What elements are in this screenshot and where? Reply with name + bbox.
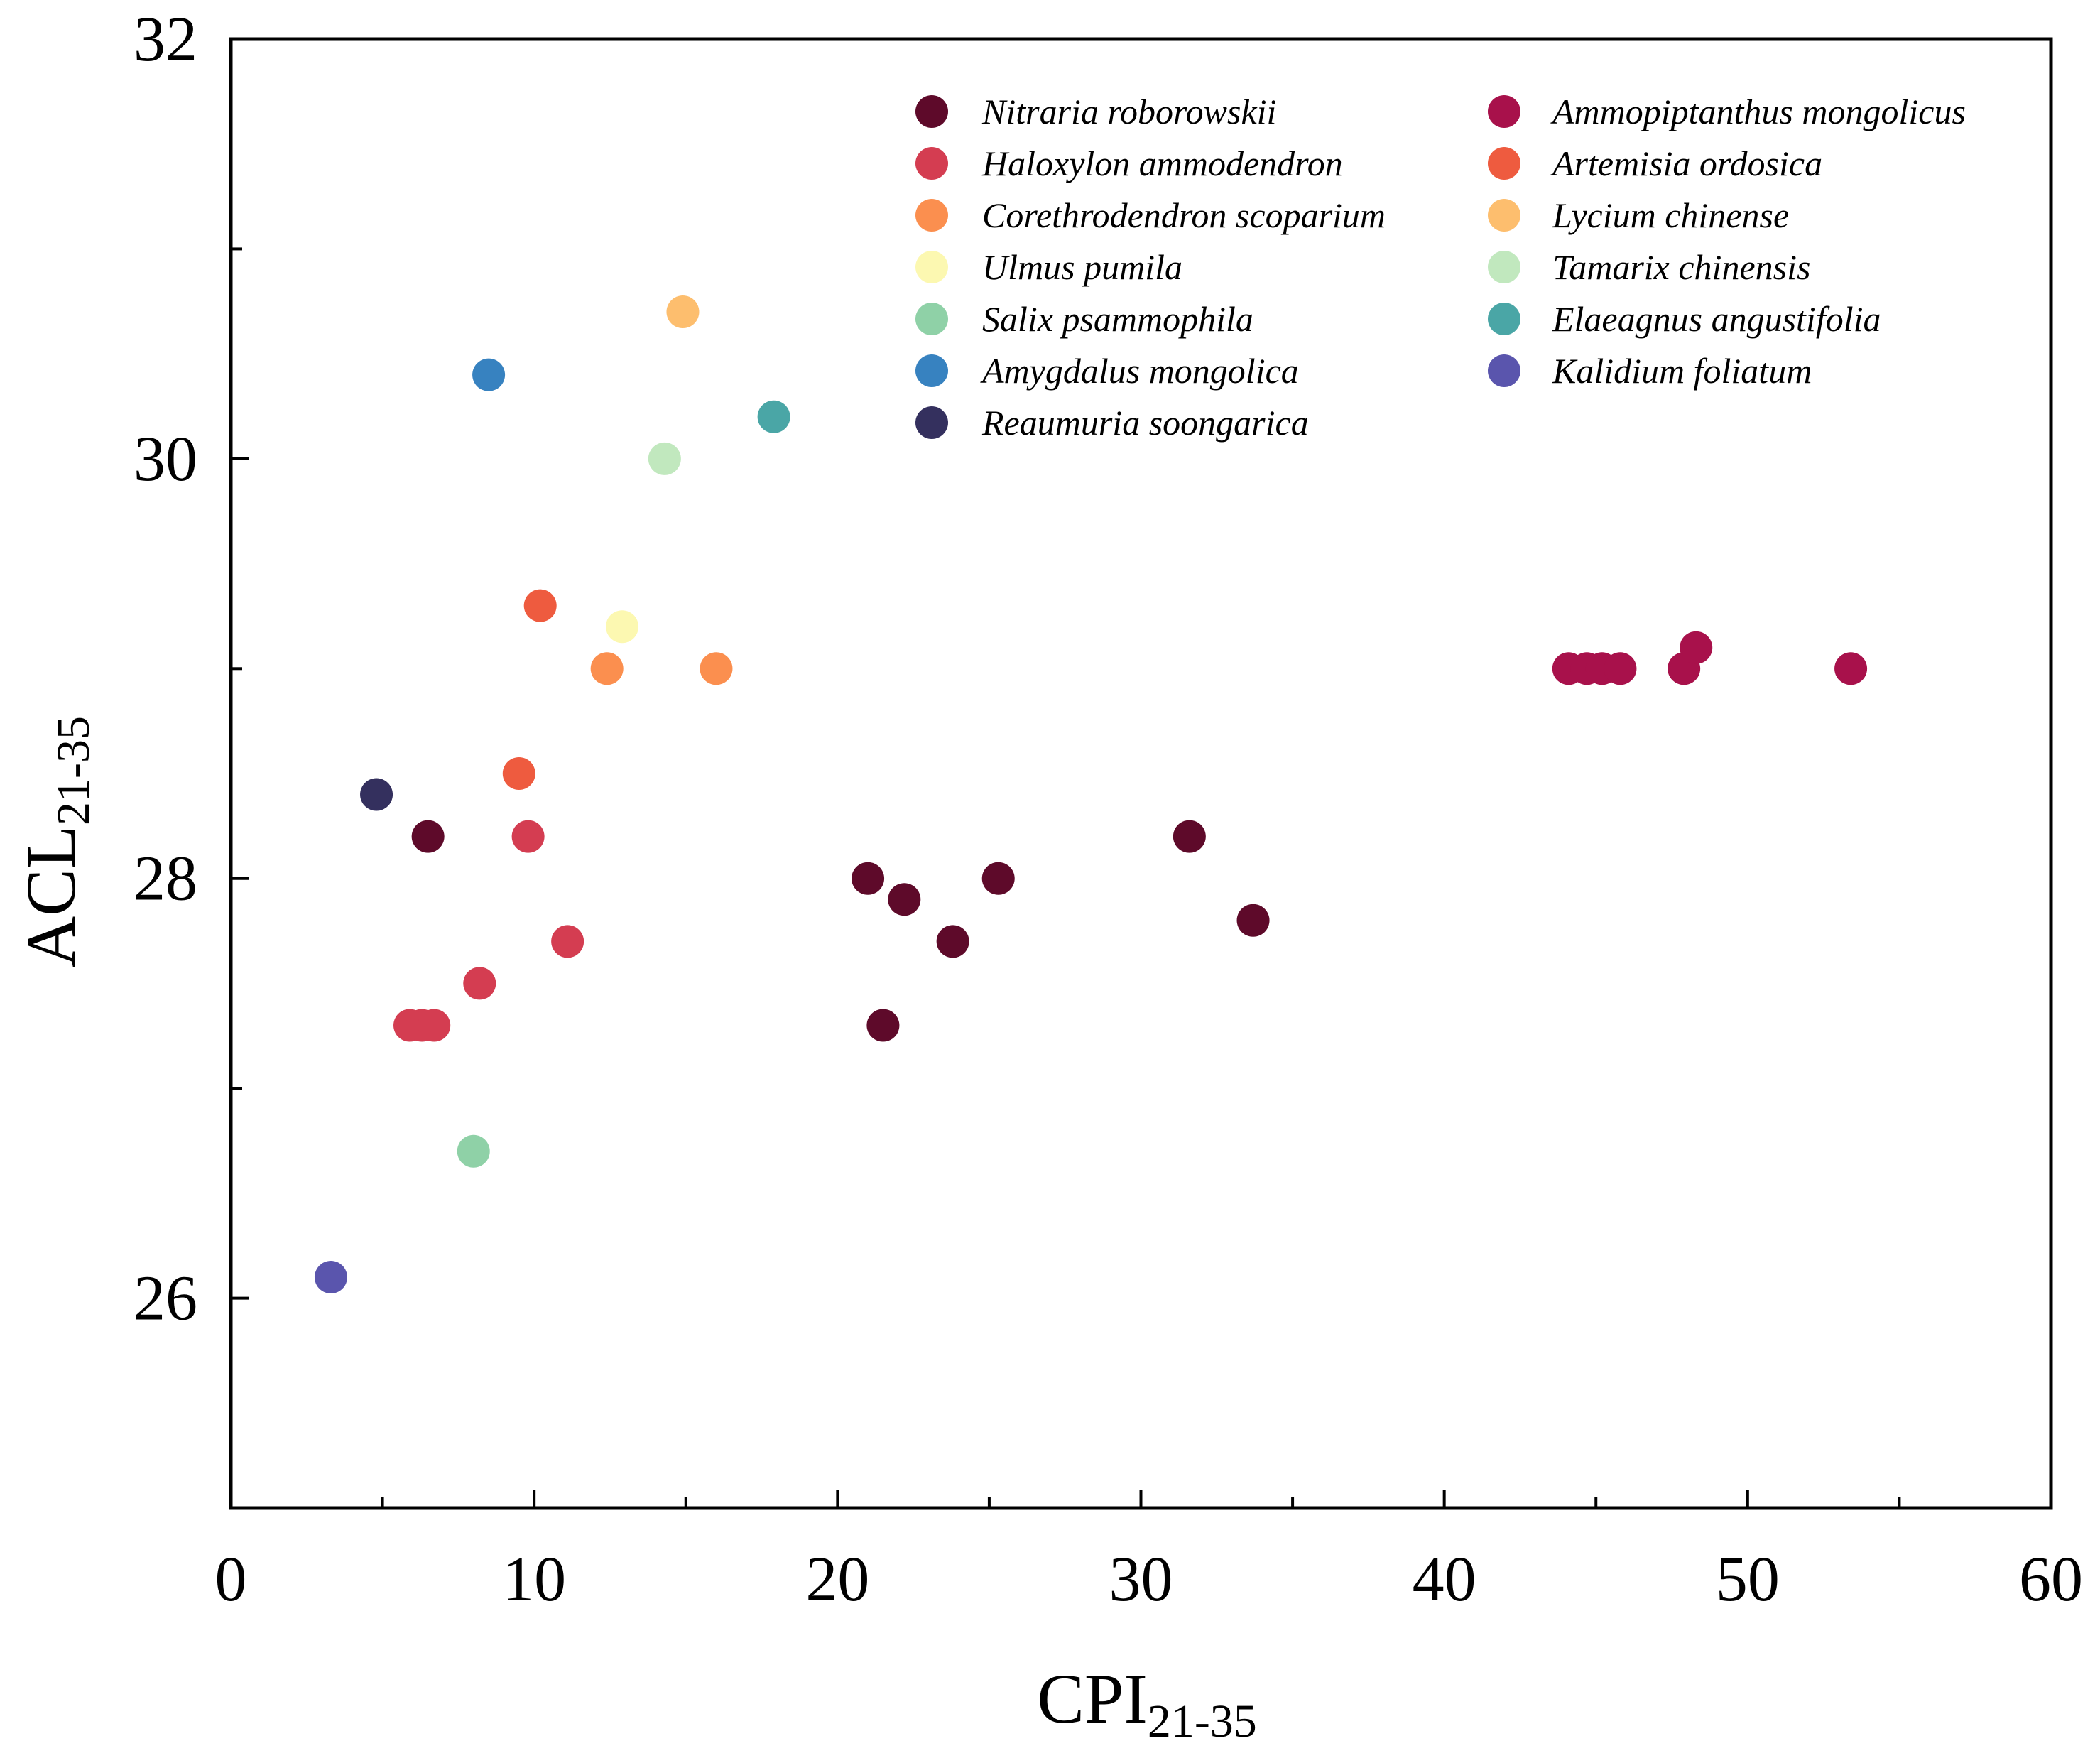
x-tick-label: 60 (2019, 1544, 2083, 1615)
legend-marker (1488, 354, 1520, 387)
legend-marker (915, 406, 948, 439)
data-point (757, 400, 790, 433)
legend-label: Tamarix chinensis (1552, 247, 1810, 287)
data-point (551, 925, 584, 958)
x-tick-label: 10 (502, 1544, 566, 1615)
legend-marker (915, 95, 948, 128)
x-tick-label: 50 (1716, 1544, 1780, 1615)
data-point (981, 862, 1015, 895)
legend-marker (1488, 303, 1520, 335)
legend-label: Lycium chinense (1552, 195, 1789, 235)
data-point (523, 589, 557, 622)
x-tick-label: 20 (805, 1544, 869, 1615)
data-point (700, 652, 733, 685)
y-tick-label: 30 (134, 424, 197, 494)
legend-label: Reaumuria soongarica (981, 403, 1309, 443)
legend-marker (915, 147, 948, 180)
data-point (1604, 652, 1637, 685)
data-point (511, 820, 545, 853)
data-point (666, 295, 700, 329)
legend-label: Haloxylon ammodendron (981, 143, 1343, 183)
data-points (314, 295, 1868, 1294)
legend-marker (915, 303, 948, 335)
x-axis-title-sub: 21-35 (1148, 1696, 1257, 1747)
data-point (502, 757, 535, 790)
legend-label: Elaeagnus angustifolia (1552, 299, 1881, 339)
data-point (314, 1261, 347, 1294)
axis-titles: CPI21-35 ACL21-35 (11, 716, 1257, 1747)
data-point (606, 610, 639, 644)
data-point (463, 967, 496, 1000)
y-axis-title-main: ACL (11, 825, 90, 967)
data-point (866, 1009, 900, 1042)
data-point (590, 652, 624, 685)
data-point (472, 358, 506, 391)
legend-marker (1488, 199, 1520, 232)
data-point (1173, 820, 1206, 853)
data-point (1236, 904, 1270, 937)
data-point (1834, 652, 1868, 685)
y-axis-title-sub: 21-35 (48, 716, 99, 825)
legend-label: Nitraria roborowskii (981, 92, 1276, 131)
legend-label: Salix psammophila (982, 299, 1253, 339)
data-point (457, 1134, 490, 1168)
legend: Nitraria roborowskii Haloxylon ammodendro… (915, 92, 1966, 443)
data-point (648, 442, 681, 475)
legend-marker (915, 199, 948, 232)
legend-label: Artemisia ordosica (1550, 143, 1822, 183)
data-point (411, 820, 445, 853)
legend-marker (915, 354, 948, 387)
x-axis-title-main: CPI (1037, 1659, 1148, 1738)
legend-label: Amygdalus mongolica (980, 351, 1299, 391)
y-tick-label: 26 (134, 1264, 197, 1334)
data-point (1680, 631, 1713, 664)
data-point (418, 1009, 451, 1042)
x-tick-label: 0 (215, 1544, 247, 1615)
x-tick-label: 40 (1413, 1544, 1476, 1615)
legend-label: Kalidium foliatum (1552, 351, 1812, 391)
legend-label: Corethrodendron scoparium (982, 195, 1386, 235)
legend-marker (1488, 147, 1520, 180)
y-axis-title: ACL21-35 (11, 716, 99, 967)
y-tick-label: 28 (134, 844, 197, 914)
axis-ticks: 0 10 20 30 40 50 60 26 28 30 32 (134, 4, 2083, 1615)
y-tick-label: 32 (134, 4, 197, 75)
legend-marker (1488, 251, 1520, 283)
legend-marker (1488, 95, 1520, 128)
legend-label: Ulmus pumila (982, 247, 1182, 287)
x-tick-label: 30 (1109, 1544, 1173, 1615)
legend-marker (915, 251, 948, 283)
data-point (360, 778, 393, 811)
x-axis-title: CPI21-35 (1037, 1659, 1257, 1747)
data-point (888, 883, 921, 916)
data-point (852, 862, 885, 895)
data-point (936, 925, 969, 958)
legend-label: Ammopiptanthus mongolicus (1550, 92, 1966, 131)
